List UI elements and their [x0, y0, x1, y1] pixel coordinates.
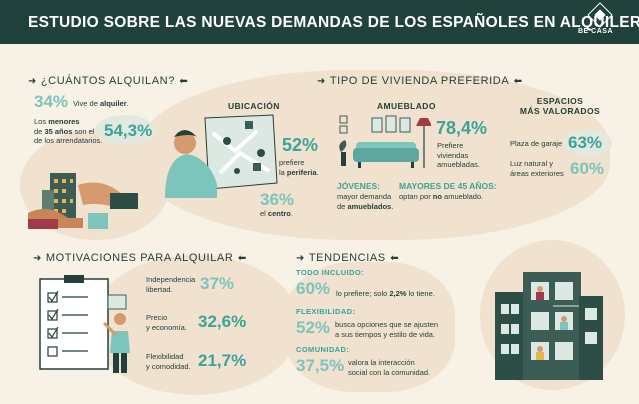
ubicacion-label: UBICACIÓN — [228, 101, 280, 111]
mayores-label: MAYORES DE 45 AÑOS: — [399, 181, 497, 191]
arrow-right-icon: ➜ — [317, 76, 326, 87]
sofa-illustration — [339, 115, 431, 168]
tipo-title: TIPO DE VIVIENDA PREFERIDA — [329, 75, 510, 87]
person-body — [110, 331, 130, 353]
tendencia-comunidad-value: 37,5% — [296, 356, 345, 375]
header-bar — [0, 0, 639, 44]
tendencia-todo-text: lo prefiere; solo 2,2% lo tiene. — [336, 289, 435, 298]
amueblado-value: 78,4% — [436, 118, 488, 138]
tipo-section-title: ➜ TIPO DE VIVIENDA PREFERIDA ⬅ — [317, 71, 522, 89]
building-shape — [495, 292, 525, 380]
tendencia-flex-value: 52% — [296, 318, 331, 337]
cuantos-title: ¿CUÁNTOS ALQUILAN? — [40, 75, 175, 87]
tendencia-flex-label: FLEXIBILIDAD: — [296, 307, 356, 316]
stat-alquiler-value: 34% — [34, 92, 69, 111]
centro-text: el centro. — [260, 209, 293, 218]
luz-text: Luz natural y áreas exteriores — [510, 159, 564, 178]
clipboard-shape — [39, 278, 109, 370]
mayores-text: optan por no amueblado. — [399, 192, 484, 201]
tendencias-section-title: ➜ TENDENCIAS ⬅ — [296, 248, 399, 266]
sleeve-shape — [110, 193, 138, 209]
jovenes-text: mayor demanda de amueblados. — [337, 192, 394, 211]
background-blob — [285, 262, 455, 392]
jovenes-label: JÓVENES: — [337, 181, 380, 191]
motivo-precio-text: Precio y economía. — [146, 313, 187, 332]
highlight-bubble — [95, 115, 155, 145]
amueblado-text: Prefiere viviendas amuebladas. — [437, 141, 480, 169]
tendencia-flex-text: busca opciones que se ajusten a sus tiem… — [335, 320, 438, 339]
centro-value: 36% — [260, 190, 295, 209]
highlight-bubble — [564, 130, 612, 156]
sleeve-shape — [28, 219, 58, 229]
cuantos-section-title: ➜ ¿CUÁNTOS ALQUILAN? ⬅ — [28, 71, 188, 89]
page-title: ESTUDIO SOBRE LAS NUEVAS DEMANDAS DE LOS… — [28, 14, 639, 31]
plant-shape — [88, 213, 108, 229]
person-body — [165, 154, 217, 198]
apartment-building-illustration — [495, 272, 603, 380]
arrow-right-icon: ➜ — [296, 253, 305, 264]
checklist-illustration — [39, 275, 130, 373]
hands-building-illustration — [28, 173, 138, 229]
motivaciones-title: MOTIVACIONES PARA ALQUILAR — [45, 252, 234, 264]
garaje-text: Plaza de garaje — [510, 139, 563, 148]
periferia-value: 52% — [282, 135, 319, 155]
motivo-precio-value: 32,6% — [198, 312, 247, 331]
arrow-right-icon: ➜ — [28, 76, 37, 87]
stat-menores-text: Los menores de 35 años son el de los arr… — [34, 117, 103, 145]
motivo-flexibilidad-text: Flexibilidad y comodidad. — [146, 352, 191, 371]
arrow-left-icon: ⬅ — [237, 253, 247, 264]
tendencia-todo-label: TODO INCLUIDO: — [296, 268, 364, 277]
motivaciones-section-title: ➜ MOTIVACIONES PARA ALQUILAR ⬅ — [33, 248, 246, 266]
luz-value: 60% — [570, 159, 605, 178]
stat-menores-value: 54,3% — [104, 121, 153, 140]
tendencia-comunidad-text: valora la interacción social con la comu… — [348, 358, 431, 377]
arrow-left-icon: ⬅ — [390, 253, 399, 264]
espacios-label: ESPACIOS MÁS VALORADOS — [519, 96, 601, 116]
person-head — [114, 313, 126, 325]
garaje-value: 63% — [568, 133, 603, 152]
brand-name: BE CASA — [578, 28, 614, 35]
map-person-illustration — [165, 114, 278, 198]
motivo-independencia-value: 37% — [200, 274, 235, 293]
periferia-text: prefiere la periferia. — [279, 158, 319, 177]
arrow-left-icon: ⬅ — [513, 76, 523, 87]
amueblado-label: AMUEBLADO — [377, 101, 436, 111]
stat-alquiler-text: Vive de alquiler. — [73, 99, 129, 108]
motivo-independencia-text: Independencia libertad. — [146, 275, 196, 294]
arrow-left-icon: ⬅ — [179, 76, 188, 87]
tendencia-todo-value: 60% — [296, 279, 331, 298]
motivo-flexibilidad-value: 21,7% — [198, 351, 247, 370]
tendencia-comunidad-label: COMUNIDAD: — [296, 345, 350, 354]
arrow-right-icon: ➜ — [33, 253, 42, 264]
tendencias-title: TENDENCIAS — [308, 252, 386, 264]
person-head — [174, 132, 196, 154]
